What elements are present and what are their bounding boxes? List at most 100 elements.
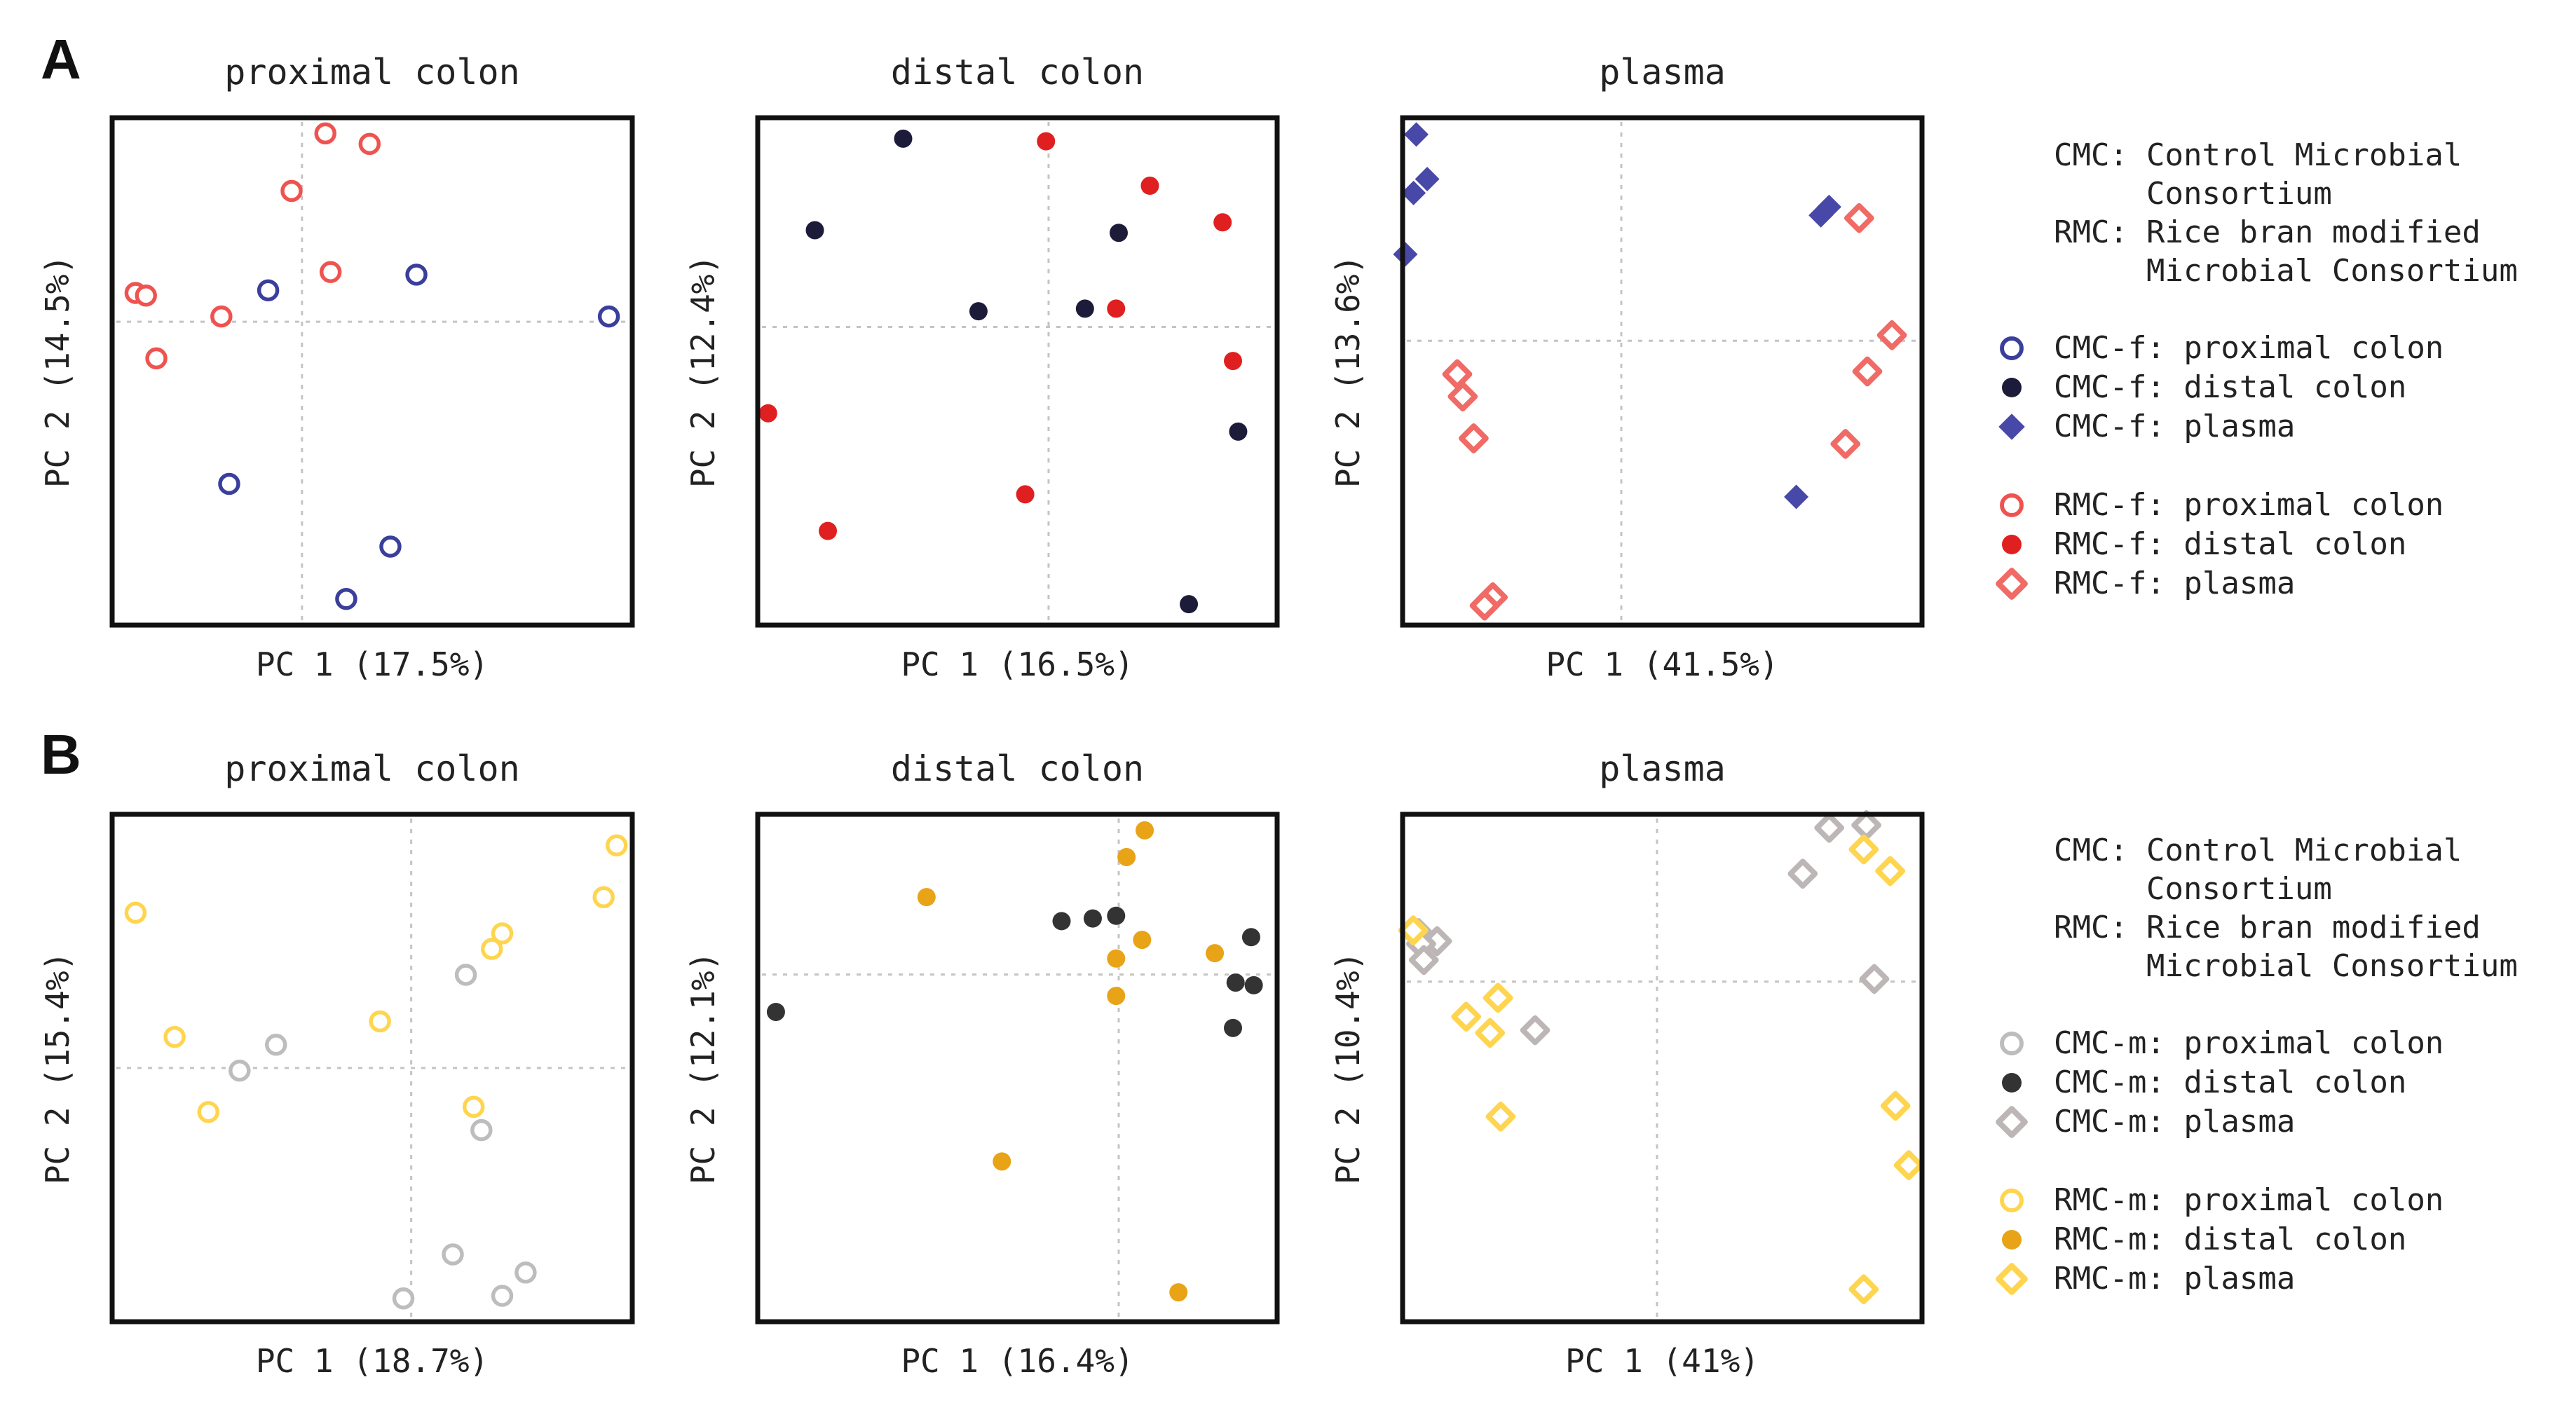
legend-definition: Consortium <box>2146 176 2332 212</box>
legend-item-cmc-m-plasma: CMC-m: plasma <box>1996 1104 2295 1139</box>
y-axis-label: PC 2 (15.4%) <box>39 952 76 1184</box>
legend-label: RMC-m: distal colon <box>2054 1221 2406 1257</box>
data-point <box>1408 945 1439 976</box>
x-axis-label: PC 1 (17.5%) <box>256 645 489 683</box>
y-axis-label: PC 2 (13.6%) <box>1329 255 1367 488</box>
series-cmc-m-plasma <box>1403 810 1890 1046</box>
data-point <box>1206 944 1225 963</box>
legend-marker <box>1996 1106 2028 1138</box>
data-point <box>335 587 357 610</box>
data-point <box>1107 987 1126 1006</box>
data-point <box>1107 906 1126 925</box>
y-axis-label: PC 2 (14.5%) <box>39 255 76 488</box>
legend-item-cmc-f-plasma: CMC-f: plasma <box>1998 409 2295 444</box>
data-point <box>1784 484 1809 509</box>
data-point <box>1483 983 1513 1013</box>
legend-label: RMC-m: plasma <box>2054 1261 2295 1296</box>
legend-marker <box>1998 413 2025 440</box>
data-point <box>592 886 615 908</box>
legend-label: CMC-m: plasma <box>2054 1104 2295 1139</box>
legend-marker <box>2000 493 2024 517</box>
legend-abbreviation: RMC: <box>2054 910 2128 945</box>
data-point <box>1859 964 1890 994</box>
plot-frame <box>109 115 635 628</box>
data-point <box>319 261 342 283</box>
legend-marker <box>2002 535 2022 554</box>
data-point <box>314 122 336 145</box>
data-point <box>917 888 936 907</box>
data-point <box>491 922 514 945</box>
chart-title: distal colon <box>891 748 1144 789</box>
legend-marker <box>2000 1189 2024 1212</box>
data-point <box>993 1152 1011 1171</box>
data-point <box>1244 976 1263 994</box>
legend-label: CMC-f: plasma <box>2054 409 2295 444</box>
data-point <box>1475 1018 1506 1048</box>
data-point <box>135 285 157 307</box>
chart-a-plasma: plasma PC 1 (41.5%) PC 2 (13.6%) <box>1329 52 1925 683</box>
series-cmc-f-proximal-colon <box>218 264 620 610</box>
data-point <box>1083 909 1102 928</box>
data-point <box>1876 320 1907 350</box>
data-point <box>1830 429 1861 459</box>
legend-label: RMC-f: plasma <box>2054 566 2295 601</box>
chart-title: plasma <box>1599 748 1726 789</box>
data-point <box>454 964 477 986</box>
data-point <box>265 1034 287 1056</box>
data-point <box>758 404 777 423</box>
chart-a-proximal-colon: proximal colon PC 1 (17.5%) PC 2 (14.5%) <box>39 52 635 683</box>
data-point <box>257 279 280 302</box>
data-point <box>491 1285 514 1307</box>
legend-item-rmc-m-plasma: RMC-m: plasma <box>1996 1261 2295 1296</box>
x-axis-label: PC 1 (16.5%) <box>901 645 1133 683</box>
series-cmc-m-distal-colon <box>766 906 1263 1037</box>
data-point <box>218 472 240 495</box>
data-point <box>1401 180 1426 205</box>
data-point <box>1447 381 1478 412</box>
data-point <box>1520 1015 1551 1046</box>
panel-letter-b: B <box>41 723 81 786</box>
data-point <box>145 347 168 370</box>
legend-item-cmc-f-proximal-colon: CMC-f: proximal colon <box>2000 330 2444 366</box>
legend-marker <box>2002 378 2022 397</box>
data-point <box>1415 167 1440 192</box>
series-rmc-m-proximal-colon <box>124 834 628 1123</box>
legend-label: RMC-f: distal colon <box>2054 526 2406 562</box>
y-axis-label: PC 2 (10.4%) <box>1329 952 1367 1184</box>
data-point <box>1442 359 1473 390</box>
data-point <box>1459 423 1489 453</box>
data-point <box>379 535 402 558</box>
data-point <box>805 221 824 240</box>
legend-item-cmc-m-proximal-colon: CMC-m: proximal colon <box>2000 1025 2444 1061</box>
series-rmc-m-plasma <box>1398 834 1924 1305</box>
chart-title: proximal colon <box>224 748 519 789</box>
chart-title: distal colon <box>891 52 1144 93</box>
data-point <box>1880 1090 1911 1121</box>
data-point <box>442 1243 464 1266</box>
chart-title: proximal colon <box>224 52 519 93</box>
legend-definition: Control Microbial <box>2146 137 2462 173</box>
legend-marker <box>2000 336 2024 360</box>
data-point <box>124 901 147 924</box>
data-point <box>163 1025 186 1048</box>
data-point <box>358 132 381 156</box>
plot-frame <box>755 115 1280 628</box>
data-point <box>1136 821 1154 840</box>
data-point <box>1180 595 1199 614</box>
data-point <box>1893 1150 1924 1180</box>
data-point <box>1451 1001 1482 1032</box>
legend-definition: Rice bran modified <box>2146 910 2481 945</box>
chart-b-plasma: plasma PC 1 (41%) PC 2 (10.4%) <box>1329 748 1925 1380</box>
series-rmc-f-proximal-colon <box>124 122 381 370</box>
plot-frame <box>109 812 635 1325</box>
data-point <box>1213 213 1232 232</box>
data-point <box>766 1002 785 1021</box>
data-point <box>1117 847 1136 866</box>
chart-title: plasma <box>1599 52 1726 93</box>
data-point <box>369 1010 391 1033</box>
legend-item-rmc-f-plasma: RMC-f: plasma <box>1996 566 2295 601</box>
data-point <box>197 1101 219 1123</box>
data-point <box>405 264 428 286</box>
data-point <box>606 834 628 857</box>
